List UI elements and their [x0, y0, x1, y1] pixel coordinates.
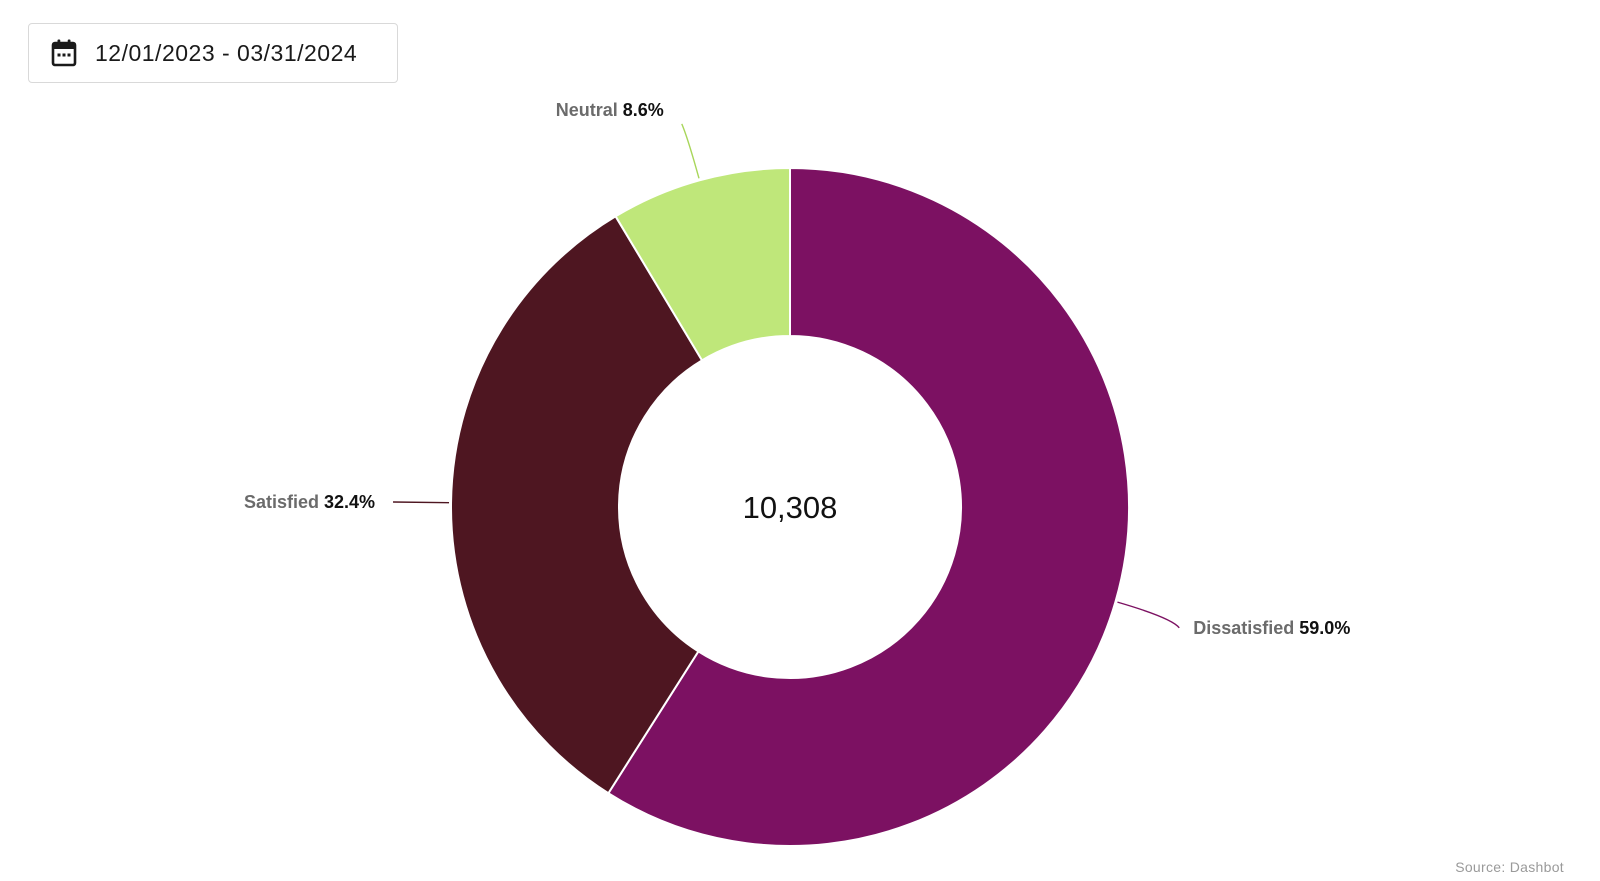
date-range-picker[interactable]: 12/01/2023 - 03/31/2024	[28, 23, 398, 83]
slice-name-neutral: Neutral	[556, 100, 623, 120]
leader-line-dissatisfied	[1117, 601, 1180, 629]
donut-slice-satisfied[interactable]	[450, 214, 704, 795]
source-credit: Source: Dashbot	[1455, 859, 1564, 875]
center-total-label: 10,308	[743, 490, 838, 525]
slice-name-dissatisfied: Dissatisfied	[1193, 618, 1299, 638]
calendar-icon	[51, 39, 77, 67]
donut-slice-neutral[interactable]	[614, 166, 791, 362]
leader-line-satisfied	[393, 501, 450, 504]
donut-slice-dissatisfied[interactable]	[606, 166, 1130, 847]
slice-label-neutral: Neutral 8.6%	[556, 100, 664, 120]
slice-percent-neutral: 8.6%	[623, 100, 664, 120]
slice-label-dissatisfied: Dissatisfied 59.0%	[1193, 618, 1350, 638]
slice-percent-satisfied: 32.4%	[324, 492, 375, 512]
leader-line-neutral	[681, 123, 700, 179]
date-range-text: 12/01/2023 - 03/31/2024	[95, 39, 358, 66]
slice-label-satisfied: Satisfied 32.4%	[244, 492, 375, 512]
slice-name-satisfied: Satisfied	[244, 492, 324, 512]
slice-percent-dissatisfied: 59.0%	[1299, 618, 1350, 638]
